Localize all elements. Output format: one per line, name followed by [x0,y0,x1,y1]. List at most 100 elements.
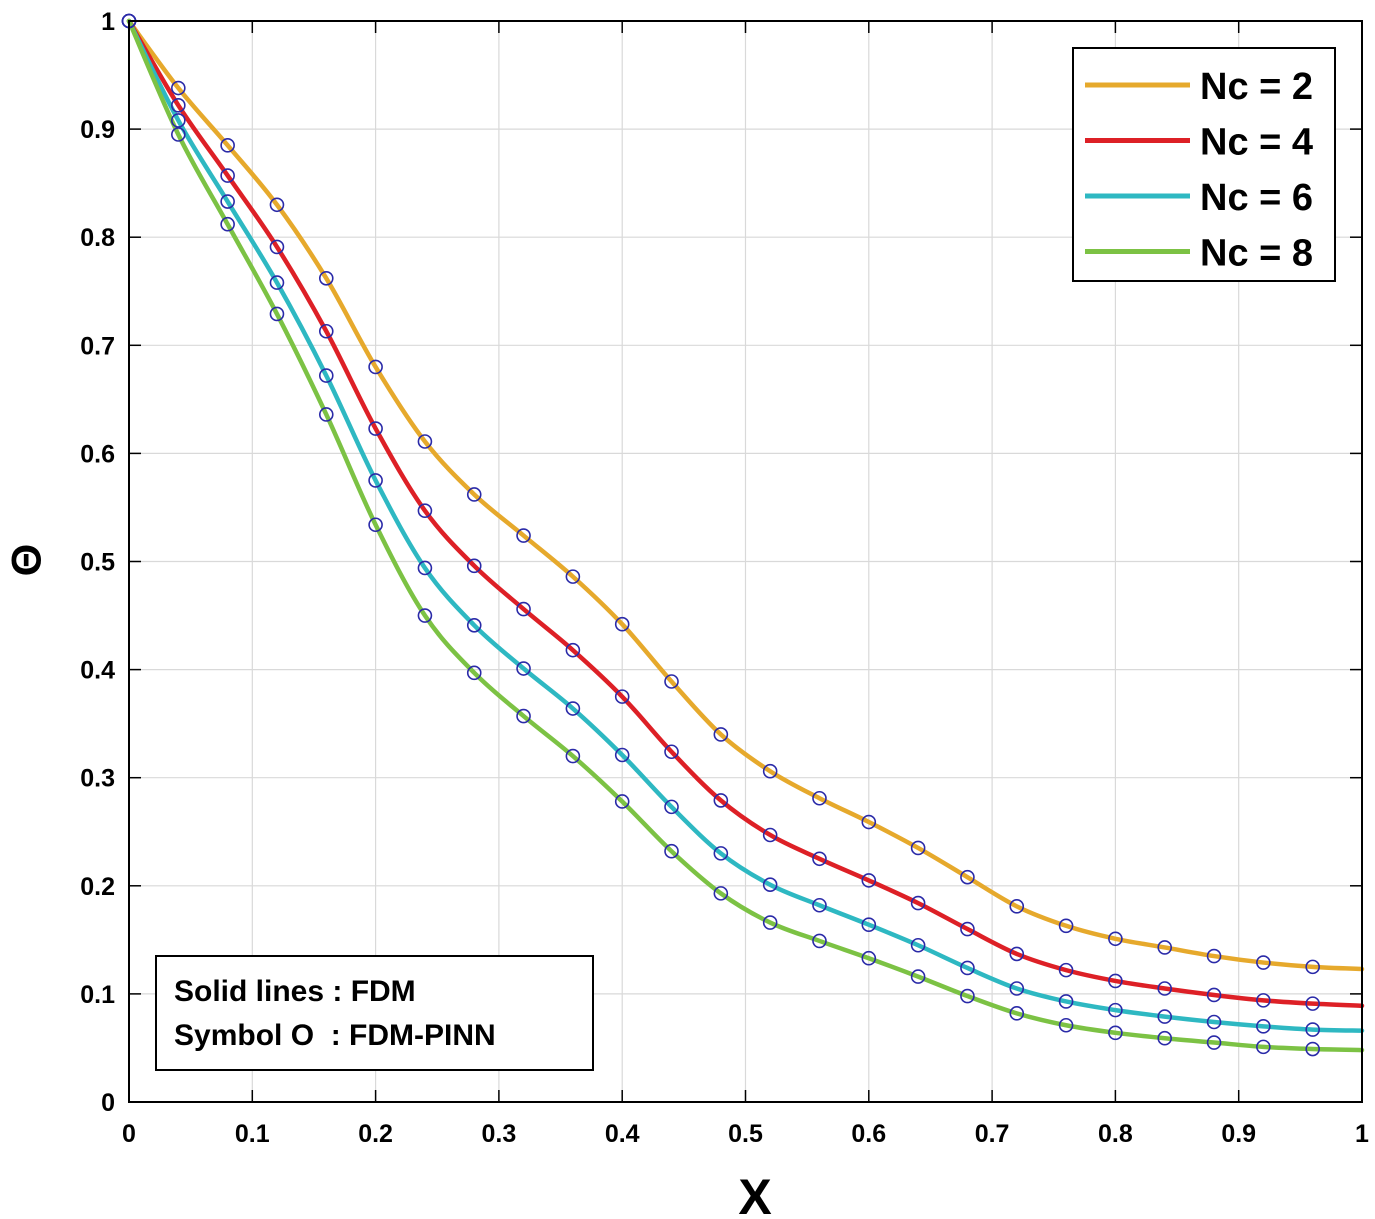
series-line-nc-4 [126,18,1365,1009]
marker-nc-6 [269,275,285,290]
marker-nc-4 [1108,973,1123,989]
x-tick-label: 0.4 [605,1120,640,1148]
marker-nc-4 [171,98,186,113]
legend-label-nc-8: Nc = 8 [1200,233,1313,275]
marker-nc-8 [417,608,433,623]
x-tick-label: 0.6 [851,1120,886,1148]
legend-label-nc-6: Nc = 6 [1200,177,1313,219]
legend-label-nc-2: Nc = 2 [1200,66,1313,108]
markers [121,13,1320,1057]
marker-nc-4 [1058,962,1074,978]
x-tick-label: 0.1 [235,1120,270,1148]
marker-nc-6 [861,917,877,933]
marker-nc-6 [318,368,334,383]
method-note: Solid lines : FDM Symbol O : FDM-PINN [155,955,594,1071]
marker-nc-6 [910,937,926,953]
marker-nc-2 [713,727,729,742]
y-tick-label: 0.8 [80,224,115,252]
marker-nc-6 [960,960,975,976]
y-tick-label: 0.5 [80,549,115,577]
marker-nc-4 [417,503,433,518]
marker-nc-2 [614,616,630,632]
marker-nc-8 [1157,1030,1173,1046]
y-tick-label: 0 [101,1089,115,1117]
marker-nc-2 [1256,955,1271,970]
marker-nc-4 [466,558,482,574]
marker-nc-4 [713,793,729,808]
marker-nc-4 [762,827,778,843]
series-line-nc-2 [126,18,1365,972]
marker-nc-2 [171,80,186,96]
marker-nc-2 [1058,918,1074,934]
marker-nc-8 [910,969,926,984]
marker-nc-2 [1108,931,1123,947]
marker-nc-8 [516,708,531,724]
marker-nc-8 [1009,1006,1025,1021]
marker-nc-4 [368,421,383,436]
marker-nc-6 [417,560,433,576]
marker-nc-2 [318,270,334,286]
marker-nc-8 [1256,1039,1271,1055]
marker-nc-8 [812,933,827,949]
marker-nc-6 [1108,1002,1123,1018]
marker-nc-6 [171,113,186,128]
marker-nc-8 [171,127,186,142]
marker-nc-6 [565,701,581,716]
marker-nc-6 [664,799,679,815]
marker-nc-4 [220,168,235,183]
marker-nc-6 [762,877,778,893]
marker-nc-6 [812,897,827,913]
marker-nc-8 [1206,1035,1222,1050]
marker-nc-4 [910,895,926,911]
legend-items: Nc = 2 Nc = 4 Nc = 6 Nc = 8 [1085,66,1313,275]
marker-nc-8 [1058,1017,1074,1033]
marker-nc-4 [1206,987,1222,1003]
marker-nc-6 [1305,1022,1320,1037]
note-line-fdm: Solid lines : FDM [174,975,416,1008]
marker-nc-2 [466,487,482,502]
x-tick-label: 0.9 [1221,1120,1256,1148]
marker-nc-2 [1009,899,1025,914]
marker-nc-6 [713,846,729,861]
marker-nc-4 [960,921,975,937]
marker-nc-2 [664,674,679,689]
marker-nc-4 [1009,946,1025,962]
marker-nc-6 [1058,994,1074,1009]
legend-label-nc-4: Nc = 4 [1200,122,1313,164]
y-tick-label: 1 [101,8,115,36]
marker-nc-8 [614,794,630,809]
note-line-fdm-pinn: Symbol O : FDM-PINN [174,1019,496,1052]
marker-nc-4 [318,323,334,339]
x-tick-label: 0.2 [358,1120,393,1148]
marker-nc-8 [466,665,482,681]
x-tick-label: 0 [122,1120,136,1148]
tick-marks [128,20,1363,1103]
marker-nc-4 [812,851,827,867]
y-tick-label: 0.6 [80,440,115,468]
marker-nc-8 [861,950,877,966]
marker-nc-2 [812,790,827,806]
marker-nc-2 [1157,940,1173,955]
method-note-box [155,955,594,1071]
marker-nc-8 [220,216,235,232]
y-tick-labels: 0 0.1 0.2 0.3 0.4 0.5 0.6 0.7 0.8 0.9 1 [80,8,115,1117]
marker-nc-2 [910,840,926,856]
x-tick-label: 0.8 [1098,1120,1133,1148]
marker-nc-6 [368,473,383,488]
y-tick-label: 0.7 [80,332,115,360]
marker-nc-4 [565,642,581,658]
marker-nc-4 [1256,993,1271,1008]
x-tick-label: 0.5 [728,1120,763,1148]
marker-nc-6 [516,661,531,676]
x-tick-label: 0.7 [975,1120,1010,1148]
marker-nc-6 [1206,1014,1222,1030]
marker-nc-2 [861,814,877,830]
marker-nc-8 [269,306,285,322]
marker-nc-2 [960,869,975,885]
marker-nc-2 [220,138,235,153]
y-tick-label: 0.2 [80,873,115,901]
marker-nc-8 [664,843,679,859]
marker-nc-4 [1157,981,1173,996]
x-tick-label: 0.3 [482,1120,517,1148]
